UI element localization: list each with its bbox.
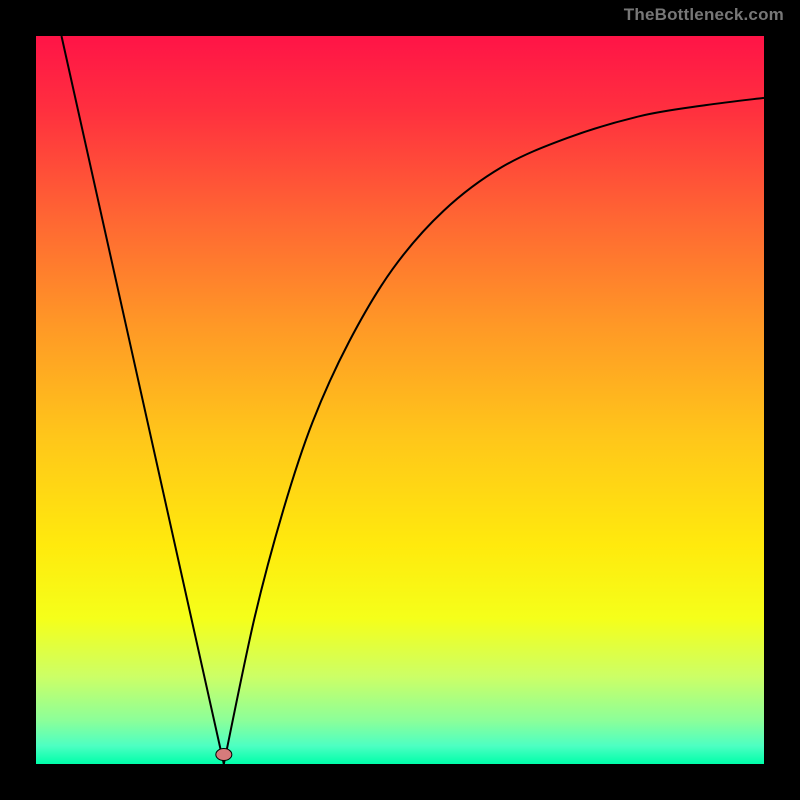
minimum-marker	[216, 749, 232, 761]
watermark-text: TheBottleneck.com	[624, 5, 784, 25]
gradient-background	[36, 36, 764, 764]
plot-svg	[36, 36, 764, 764]
plot-frame	[36, 36, 764, 764]
